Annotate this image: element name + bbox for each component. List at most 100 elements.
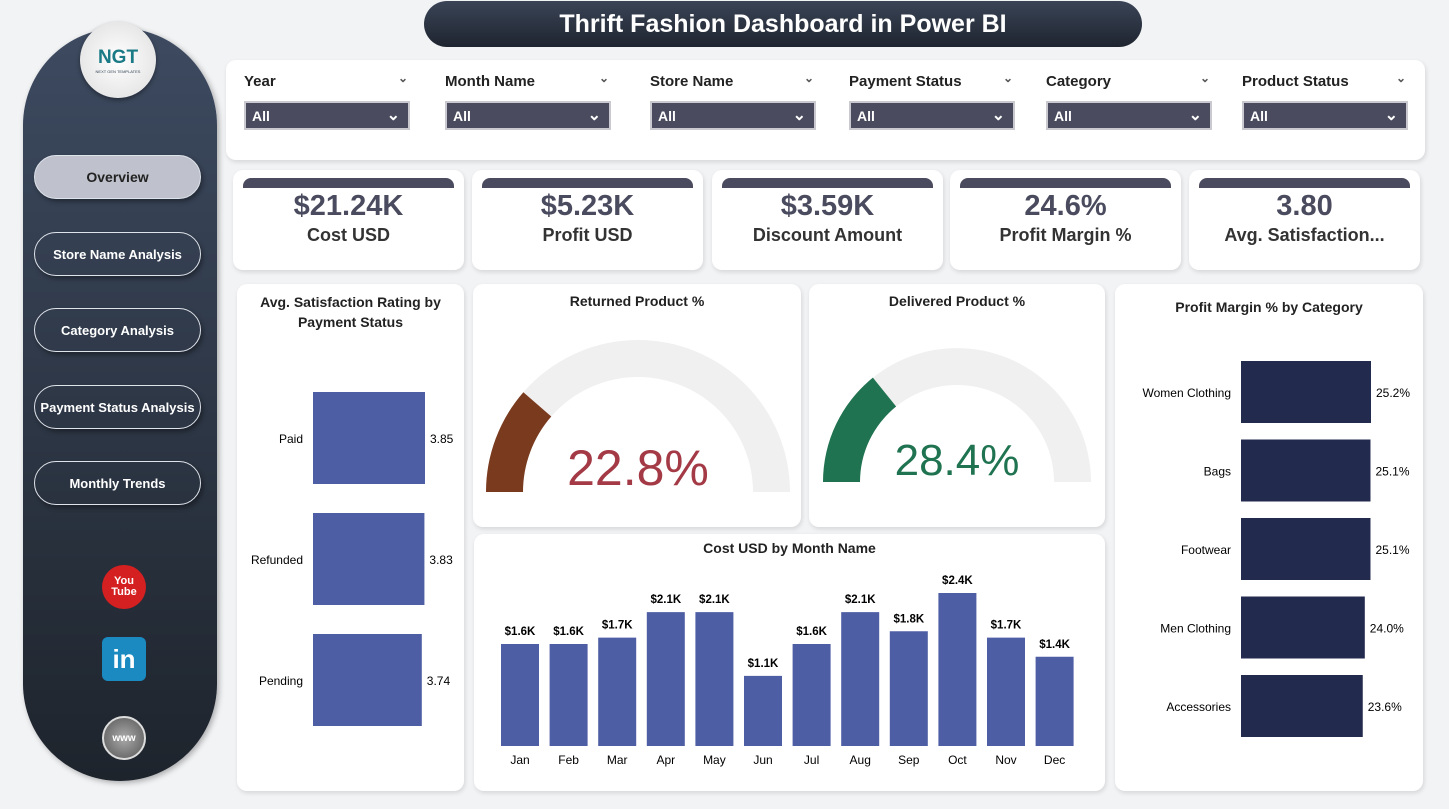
data-label: $2.4K bbox=[942, 575, 973, 587]
bar bbox=[938, 593, 977, 746]
category-label: Bags bbox=[1204, 465, 1231, 479]
nav-category-analysis[interactable]: Category Analysis bbox=[34, 308, 201, 352]
bar bbox=[792, 644, 831, 746]
filter-payment-status: Payment Status ⌄ All ⌄ bbox=[849, 71, 1015, 130]
data-label: $1.6K bbox=[796, 626, 827, 638]
bar bbox=[313, 392, 425, 484]
kpi-card: $5.23K Profit USD bbox=[472, 170, 703, 270]
filter-dropdown[interactable]: All ⌄ bbox=[244, 101, 410, 130]
kpi-header-bar bbox=[960, 178, 1171, 188]
data-label: $1.6K bbox=[505, 626, 536, 638]
data-label: 3.74 bbox=[427, 674, 451, 688]
filter-value: All bbox=[453, 108, 471, 124]
kpi-card: $21.24K Cost USD bbox=[233, 170, 464, 270]
axis-tick-label: Apr bbox=[656, 753, 675, 767]
bar bbox=[695, 612, 734, 746]
data-label: $1.1K bbox=[748, 658, 779, 670]
filter-label-text: Product Status bbox=[1242, 73, 1349, 90]
filter-value: All bbox=[252, 108, 270, 124]
chart-title: Returned Product % bbox=[569, 293, 705, 309]
axis-tick-label: Nov bbox=[995, 753, 1016, 767]
kpi-value: 24.6% bbox=[1024, 190, 1107, 222]
kpi-header-bar bbox=[482, 178, 693, 188]
filter-dropdown[interactable]: All ⌄ bbox=[445, 101, 611, 130]
filter-dropdown[interactable]: All ⌄ bbox=[650, 101, 816, 130]
filter-label: Payment Status ⌄ bbox=[849, 71, 1015, 93]
data-label: $1.7K bbox=[991, 620, 1022, 632]
data-label: $2.1K bbox=[650, 594, 681, 606]
data-label: 24.0% bbox=[1370, 622, 1404, 636]
bar bbox=[313, 513, 425, 605]
kpi-label: Discount Amount bbox=[752, 225, 903, 245]
bar bbox=[598, 637, 637, 746]
filter-label: Year ⌄ bbox=[244, 71, 410, 93]
filter-label: Month Name ⌄ bbox=[445, 71, 611, 93]
chevron-down-icon: ⌄ bbox=[991, 107, 1005, 124]
nav-store-name-analysis[interactable]: Store Name Analysis bbox=[34, 232, 201, 276]
axis-tick-label: Jan bbox=[510, 753, 529, 767]
data-label: $1.6K bbox=[553, 626, 584, 638]
filter-label: Category ⌄ bbox=[1046, 71, 1212, 93]
kpi-header-bar bbox=[722, 178, 933, 188]
axis-tick-label: May bbox=[703, 753, 726, 767]
axis-tick-label: Mar bbox=[607, 753, 628, 767]
bar bbox=[646, 612, 685, 746]
chevron-down-icon[interactable]: ⌄ bbox=[803, 71, 814, 85]
kpi-card: $3.59K Discount Amount bbox=[712, 170, 943, 270]
filter-label: Store Name ⌄ bbox=[650, 71, 816, 93]
gauge-track bbox=[823, 348, 1091, 482]
category-label: Women Clothing bbox=[1143, 386, 1232, 400]
data-label: $1.7K bbox=[602, 620, 633, 632]
data-label: 3.85 bbox=[430, 432, 454, 446]
chevron-down-icon: ⌄ bbox=[1384, 107, 1398, 124]
kpi-value: $21.24K bbox=[293, 190, 404, 222]
nav-monthly-trends[interactable]: Monthly Trends bbox=[34, 461, 201, 505]
data-label: 25.2% bbox=[1376, 386, 1410, 400]
kpi-value: $3.59K bbox=[780, 190, 875, 222]
chevron-down-icon[interactable]: ⌄ bbox=[598, 71, 609, 85]
kpi-header-bar bbox=[243, 178, 454, 188]
youtube-icon[interactable]: You Tube bbox=[102, 565, 146, 609]
chevron-down-icon: ⌄ bbox=[792, 107, 806, 124]
bar bbox=[549, 644, 588, 746]
bar bbox=[1241, 596, 1365, 659]
chevron-down-icon[interactable]: ⌄ bbox=[1002, 71, 1013, 85]
filter-label-text: Month Name bbox=[445, 73, 535, 90]
bar bbox=[1241, 518, 1371, 580]
bar bbox=[744, 675, 782, 746]
nav-overview[interactable]: Overview bbox=[34, 155, 201, 199]
filter-value: All bbox=[857, 108, 875, 124]
bar bbox=[313, 634, 422, 726]
data-label: 3.83 bbox=[429, 553, 453, 567]
nav-payment-status-analysis[interactable]: Payment Status Analysis bbox=[34, 385, 201, 429]
data-label: $2.1K bbox=[845, 594, 876, 606]
axis-tick-label: Aug bbox=[850, 753, 871, 767]
axis-tick-label: Dec bbox=[1044, 753, 1065, 767]
bar bbox=[1035, 656, 1074, 746]
filter-dropdown[interactable]: All ⌄ bbox=[1046, 101, 1212, 130]
kpi-label: Profit USD bbox=[542, 225, 633, 245]
category-label: Men Clothing bbox=[1160, 622, 1231, 636]
gauge-value: 28.4% bbox=[895, 436, 1020, 485]
bar bbox=[841, 612, 880, 746]
filter-dropdown[interactable]: All ⌄ bbox=[849, 101, 1015, 130]
chevron-down-icon[interactable]: ⌄ bbox=[1199, 71, 1210, 85]
filter-category: Category ⌄ All ⌄ bbox=[1046, 71, 1212, 130]
filter-dropdown[interactable]: All ⌄ bbox=[1242, 101, 1408, 130]
filter-value: All bbox=[1054, 108, 1072, 124]
filter-panel bbox=[226, 60, 1425, 160]
linkedin-icon[interactable]: in bbox=[102, 637, 146, 681]
chevron-down-icon: ⌄ bbox=[587, 107, 601, 124]
axis-tick-label: Feb bbox=[558, 753, 579, 767]
chevron-down-icon[interactable]: ⌄ bbox=[397, 71, 408, 85]
bar bbox=[889, 631, 928, 746]
chart-title: Cost USD by Month Name bbox=[703, 540, 876, 556]
filter-label-text: Store Name bbox=[650, 73, 734, 90]
chevron-down-icon[interactable]: ⌄ bbox=[1395, 71, 1406, 85]
filter-store-name: Store Name ⌄ All ⌄ bbox=[650, 71, 816, 130]
kpi-label: Avg. Satisfaction... bbox=[1224, 225, 1385, 245]
logo-subtext: NEXT GEN TEMPLATES bbox=[95, 68, 141, 74]
data-label: $2.1K bbox=[699, 594, 730, 606]
filter-label: Product Status ⌄ bbox=[1242, 71, 1408, 93]
globe-icon[interactable]: www bbox=[102, 716, 146, 760]
